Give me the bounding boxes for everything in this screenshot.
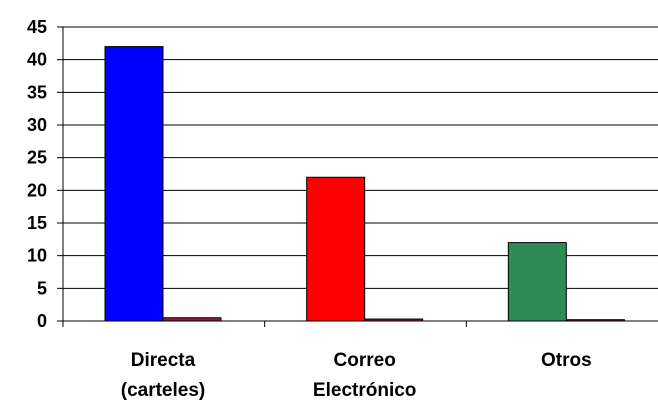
y-tick-label: 30	[27, 115, 47, 135]
x-category-label: Correo	[334, 350, 396, 371]
y-tick-label: 15	[27, 213, 47, 233]
y-tick-label: 40	[27, 50, 47, 70]
gridlines	[63, 26, 658, 289]
bars	[104, 46, 625, 322]
x-category-labels: Directa (carteles) Correo Electrónico Otros	[121, 350, 592, 401]
x-category-label: (carteles)	[121, 380, 206, 401]
x-category-label: Electrónico	[313, 380, 416, 401]
y-tick-label: 0	[37, 311, 47, 331]
y-tick-label: 25	[27, 148, 47, 168]
y-tick-label: 20	[27, 180, 47, 200]
y-tick-label: 35	[27, 82, 47, 102]
bar-series-1-0	[104, 46, 164, 322]
bar-series-1-2	[507, 242, 567, 322]
y-tick-label: 5	[37, 278, 47, 298]
x-category-label: Directa	[131, 350, 196, 371]
y-tick-label: 45	[27, 17, 47, 37]
axes	[57, 26, 658, 327]
y-tick-labels: 0 5 10 15 20 25 30 35 40 45	[27, 17, 47, 331]
y-tick-label: 10	[27, 246, 47, 266]
x-category-label: Otros	[541, 350, 592, 371]
bar-series-1-1	[306, 176, 366, 322]
